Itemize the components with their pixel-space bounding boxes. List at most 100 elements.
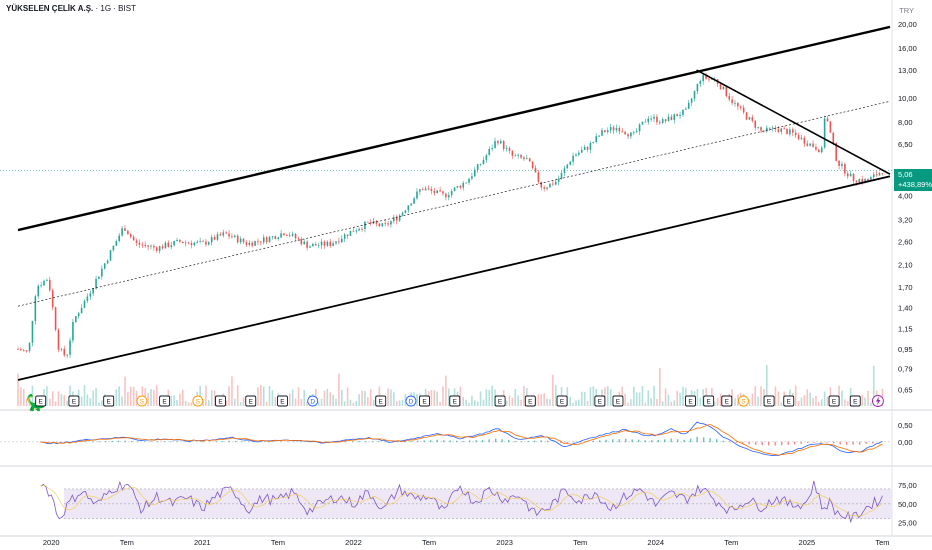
candle-body	[526, 158, 528, 160]
candle-body	[560, 172, 563, 180]
candle-body	[155, 247, 158, 251]
marker-S[interactable]: S	[737, 395, 749, 407]
volume-bar	[748, 399, 751, 406]
marker-letter: S	[196, 399, 201, 406]
volume-bar	[523, 386, 525, 406]
volume-bar	[317, 401, 320, 406]
candle-body	[184, 242, 187, 244]
macd-pane[interactable]	[0, 421, 892, 456]
marker-E[interactable]: E	[449, 395, 461, 407]
candle-body	[800, 137, 803, 140]
macd-histogram-bar	[559, 441, 562, 443]
candle-body	[242, 238, 245, 243]
candle-body	[190, 243, 193, 246]
rsi-pane[interactable]	[40, 480, 892, 524]
lightning-icon[interactable]	[871, 395, 884, 407]
marker-E[interactable]: E	[215, 395, 226, 407]
volume-bar	[395, 400, 398, 406]
candle-body	[491, 147, 493, 150]
marker-letter: E	[162, 399, 167, 406]
macd-histogram-bar	[826, 441, 828, 443]
candle-body	[106, 260, 109, 264]
volume-bar	[780, 402, 783, 406]
marker-E[interactable]: E	[849, 395, 861, 407]
volume-bar	[473, 400, 476, 406]
volume-bar	[511, 397, 514, 406]
marker-E[interactable]: E	[685, 395, 696, 407]
marker-E[interactable]: E	[245, 395, 257, 407]
marker-E[interactable]: E	[375, 395, 387, 407]
marker-E[interactable]: E	[68, 395, 80, 407]
volume-bar	[638, 392, 641, 406]
price-axis[interactable]: 0,65 0,79 0,95 1,15 1,40 1,70 2,10 2,60 3,20 4,00…	[898, 20, 917, 527]
candle-body	[384, 223, 386, 225]
volume-bar	[367, 397, 369, 406]
time-tick-label: 2023	[496, 538, 513, 547]
trendline-descending-line[interactable]	[696, 69, 891, 175]
volume-bar	[864, 397, 866, 406]
marker-E[interactable]: E	[524, 395, 536, 407]
candle-body	[234, 235, 236, 238]
candle-body	[147, 245, 149, 247]
time-axis[interactable]: 2020 Tem 2021 Tem 2022 Tem 2023 Tem 2024 Tem 2025 T…	[43, 538, 890, 547]
macd-histogram-bar	[754, 441, 757, 445]
macd-histogram-bar	[215, 441, 217, 443]
macd-histogram-bar	[761, 441, 763, 446]
marker-E[interactable]: E	[763, 395, 775, 407]
candle-body	[644, 121, 647, 123]
trendline-mid-channel[interactable]	[17, 101, 891, 307]
price-pane[interactable]	[17, 72, 884, 406]
candle-body	[699, 81, 702, 84]
marker-E[interactable]: E	[828, 395, 840, 407]
macd-histogram-bar	[241, 441, 243, 443]
macd-histogram-bar	[143, 441, 146, 443]
candle-body	[271, 236, 274, 238]
trendlines[interactable]	[17, 25, 891, 381]
volume-bar	[447, 388, 450, 406]
marker-E[interactable]: E	[594, 395, 606, 407]
marker-E[interactable]: E	[494, 395, 506, 407]
macd-histogram-bar	[715, 439, 718, 443]
symbol-title[interactable]: YÜKSELEN ÇELİK A.Ş. · 1G · BIST	[6, 4, 136, 13]
volume-bar	[482, 399, 485, 406]
trendline-lower-channel[interactable]	[17, 175, 891, 381]
marker-E[interactable]: E	[277, 395, 288, 407]
rsi-line[interactable]	[40, 480, 883, 524]
marker-E[interactable]: E	[721, 395, 733, 407]
volume-bar	[150, 388, 152, 406]
marker-E[interactable]: E	[103, 395, 115, 407]
volume-bar	[358, 394, 360, 406]
candle-body	[667, 116, 670, 122]
trendline-upper-channel[interactable]	[17, 25, 891, 232]
candle-body	[557, 179, 560, 182]
marker-S[interactable]: S	[136, 395, 148, 407]
macd-line[interactable]	[40, 421, 883, 456]
macd-histogram-bar	[150, 441, 152, 443]
candle-body	[725, 86, 728, 97]
macd-histogram-bar	[767, 441, 770, 446]
candle-body	[83, 300, 86, 308]
macd-signal-line[interactable]	[40, 423, 883, 456]
marker-badge	[524, 395, 536, 407]
volume-bar	[49, 398, 51, 406]
volume-bar	[861, 394, 864, 406]
marker-D[interactable]: D	[307, 395, 319, 407]
marker-E[interactable]: E	[556, 395, 568, 407]
candle-body	[115, 241, 118, 246]
marker-letter: S	[140, 399, 145, 406]
marker-E[interactable]: E	[159, 395, 171, 407]
marker-S[interactable]: S	[192, 395, 204, 407]
marker-E[interactable]: E	[703, 395, 715, 407]
marker-E[interactable]: E	[35, 395, 47, 407]
candle-body	[754, 120, 757, 128]
marker-E[interactable]: E	[419, 395, 430, 407]
marker-E[interactable]: E	[612, 395, 624, 407]
volume-bar	[491, 385, 493, 406]
marker-D[interactable]: D	[405, 395, 417, 407]
marker-E[interactable]: E	[783, 395, 795, 407]
volume-bar	[60, 394, 63, 406]
candle-body	[569, 161, 572, 165]
candle-body	[702, 74, 704, 82]
